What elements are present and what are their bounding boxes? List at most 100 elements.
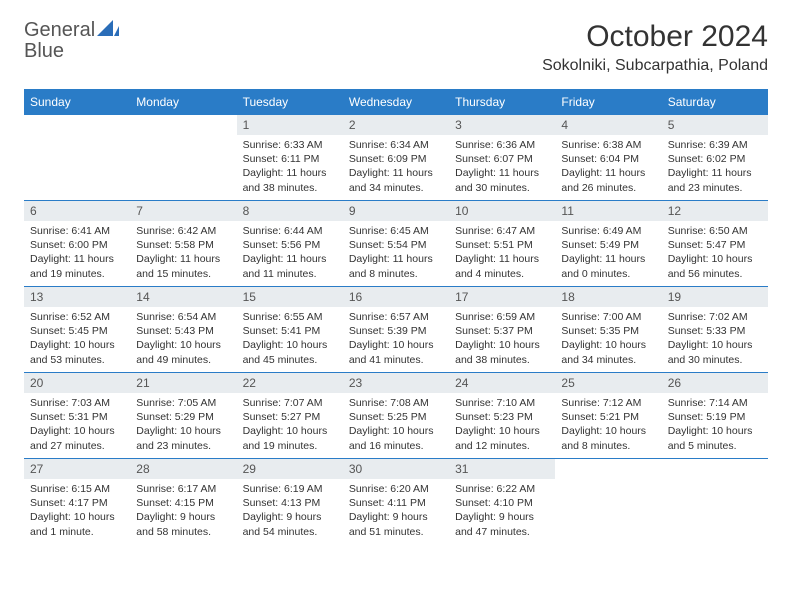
weekday-header: Thursday [449,90,555,115]
weekday-header: Monday [130,90,236,115]
day-number: 24 [449,373,555,393]
day-details: Sunrise: 6:52 AMSunset: 5:45 PMDaylight:… [24,307,130,371]
calendar-cell: 26Sunrise: 7:14 AMSunset: 5:19 PMDayligh… [662,373,768,459]
calendar-body: 1Sunrise: 6:33 AMSunset: 6:11 PMDaylight… [24,115,768,545]
day-number: 22 [237,373,343,393]
day-details: Sunrise: 6:38 AMSunset: 6:04 PMDaylight:… [555,135,661,199]
calendar-cell: 17Sunrise: 6:59 AMSunset: 5:37 PMDayligh… [449,287,555,373]
day-details: Sunrise: 6:57 AMSunset: 5:39 PMDaylight:… [343,307,449,371]
calendar-cell: 4Sunrise: 6:38 AMSunset: 6:04 PMDaylight… [555,115,661,201]
day-number: 2 [343,115,449,135]
day-number: 25 [555,373,661,393]
location: Sokolniki, Subcarpathia, Poland [542,57,768,75]
calendar-cell [662,459,768,545]
day-details: Sunrise: 6:41 AMSunset: 6:00 PMDaylight:… [24,221,130,285]
calendar-cell: 22Sunrise: 7:07 AMSunset: 5:27 PMDayligh… [237,373,343,459]
day-number: 30 [343,459,449,479]
weekday-header: Friday [555,90,661,115]
day-number: 27 [24,459,130,479]
logo: General Blue [24,20,119,62]
day-number: 12 [662,201,768,221]
calendar-cell: 8Sunrise: 6:44 AMSunset: 5:56 PMDaylight… [237,201,343,287]
day-details: Sunrise: 6:49 AMSunset: 5:49 PMDaylight:… [555,221,661,285]
day-details: Sunrise: 6:45 AMSunset: 5:54 PMDaylight:… [343,221,449,285]
logo-sail-icon [97,20,119,41]
weekday-header: Tuesday [237,90,343,115]
page-title: October 2024 [542,20,768,53]
calendar-cell: 6Sunrise: 6:41 AMSunset: 6:00 PMDaylight… [24,201,130,287]
day-number: 7 [130,201,236,221]
day-number: 1 [237,115,343,135]
day-number: 5 [662,115,768,135]
day-number: 8 [237,201,343,221]
header: General Blue October 2024 Sokolniki, Sub… [24,20,768,75]
weekday-header: Wednesday [343,90,449,115]
day-details: Sunrise: 6:33 AMSunset: 6:11 PMDaylight:… [237,135,343,199]
calendar-cell: 30Sunrise: 6:20 AMSunset: 4:11 PMDayligh… [343,459,449,545]
day-number: 13 [24,287,130,307]
calendar-cell: 20Sunrise: 7:03 AMSunset: 5:31 PMDayligh… [24,373,130,459]
calendar-cell: 27Sunrise: 6:15 AMSunset: 4:17 PMDayligh… [24,459,130,545]
calendar-cell: 12Sunrise: 6:50 AMSunset: 5:47 PMDayligh… [662,201,768,287]
day-details: Sunrise: 7:02 AMSunset: 5:33 PMDaylight:… [662,307,768,371]
calendar-cell: 9Sunrise: 6:45 AMSunset: 5:54 PMDaylight… [343,201,449,287]
calendar-cell: 5Sunrise: 6:39 AMSunset: 6:02 PMDaylight… [662,115,768,201]
calendar-week-row: 6Sunrise: 6:41 AMSunset: 6:00 PMDaylight… [24,201,768,287]
day-number: 14 [130,287,236,307]
weekday-header: Saturday [662,90,768,115]
calendar-cell: 3Sunrise: 6:36 AMSunset: 6:07 PMDaylight… [449,115,555,201]
day-details: Sunrise: 6:42 AMSunset: 5:58 PMDaylight:… [130,221,236,285]
day-details: Sunrise: 6:54 AMSunset: 5:43 PMDaylight:… [130,307,236,371]
day-details: Sunrise: 7:08 AMSunset: 5:25 PMDaylight:… [343,393,449,457]
day-details: Sunrise: 7:00 AMSunset: 5:35 PMDaylight:… [555,307,661,371]
calendar-table: SundayMondayTuesdayWednesdayThursdayFrid… [24,89,768,545]
day-details: Sunrise: 6:34 AMSunset: 6:09 PMDaylight:… [343,135,449,199]
weekday-row: SundayMondayTuesdayWednesdayThursdayFrid… [24,90,768,115]
day-details: Sunrise: 7:03 AMSunset: 5:31 PMDaylight:… [24,393,130,457]
day-details: Sunrise: 6:59 AMSunset: 5:37 PMDaylight:… [449,307,555,371]
calendar-head: SundayMondayTuesdayWednesdayThursdayFrid… [24,90,768,115]
title-block: October 2024 Sokolniki, Subcarpathia, Po… [542,20,768,75]
day-number: 21 [130,373,236,393]
weekday-header: Sunday [24,90,130,115]
calendar-cell: 7Sunrise: 6:42 AMSunset: 5:58 PMDaylight… [130,201,236,287]
day-details: Sunrise: 7:05 AMSunset: 5:29 PMDaylight:… [130,393,236,457]
day-details: Sunrise: 6:50 AMSunset: 5:47 PMDaylight:… [662,221,768,285]
day-number: 10 [449,201,555,221]
day-number: 28 [130,459,236,479]
day-details: Sunrise: 6:55 AMSunset: 5:41 PMDaylight:… [237,307,343,371]
calendar-cell: 24Sunrise: 7:10 AMSunset: 5:23 PMDayligh… [449,373,555,459]
day-details: Sunrise: 6:20 AMSunset: 4:11 PMDaylight:… [343,479,449,543]
day-number: 4 [555,115,661,135]
day-number: 26 [662,373,768,393]
calendar-cell [24,115,130,201]
calendar-cell: 14Sunrise: 6:54 AMSunset: 5:43 PMDayligh… [130,287,236,373]
calendar-cell: 15Sunrise: 6:55 AMSunset: 5:41 PMDayligh… [237,287,343,373]
calendar-cell: 19Sunrise: 7:02 AMSunset: 5:33 PMDayligh… [662,287,768,373]
calendar-cell: 28Sunrise: 6:17 AMSunset: 4:15 PMDayligh… [130,459,236,545]
day-details: Sunrise: 6:44 AMSunset: 5:56 PMDaylight:… [237,221,343,285]
day-number: 18 [555,287,661,307]
day-number: 3 [449,115,555,135]
logo-word2: Blue [24,40,64,62]
logo-word1: General [24,19,95,41]
calendar-cell: 2Sunrise: 6:34 AMSunset: 6:09 PMDaylight… [343,115,449,201]
calendar-cell: 18Sunrise: 7:00 AMSunset: 5:35 PMDayligh… [555,287,661,373]
calendar-cell: 29Sunrise: 6:19 AMSunset: 4:13 PMDayligh… [237,459,343,545]
day-number: 31 [449,459,555,479]
day-number: 29 [237,459,343,479]
day-number: 17 [449,287,555,307]
day-details: Sunrise: 6:15 AMSunset: 4:17 PMDaylight:… [24,479,130,543]
calendar-cell [130,115,236,201]
day-details: Sunrise: 7:07 AMSunset: 5:27 PMDaylight:… [237,393,343,457]
day-details: Sunrise: 7:10 AMSunset: 5:23 PMDaylight:… [449,393,555,457]
day-details: Sunrise: 6:36 AMSunset: 6:07 PMDaylight:… [449,135,555,199]
calendar-cell: 13Sunrise: 6:52 AMSunset: 5:45 PMDayligh… [24,287,130,373]
calendar-week-row: 13Sunrise: 6:52 AMSunset: 5:45 PMDayligh… [24,287,768,373]
day-number: 23 [343,373,449,393]
day-details: Sunrise: 6:19 AMSunset: 4:13 PMDaylight:… [237,479,343,543]
day-number: 15 [237,287,343,307]
calendar-week-row: 20Sunrise: 7:03 AMSunset: 5:31 PMDayligh… [24,373,768,459]
calendar-cell: 23Sunrise: 7:08 AMSunset: 5:25 PMDayligh… [343,373,449,459]
calendar-cell: 16Sunrise: 6:57 AMSunset: 5:39 PMDayligh… [343,287,449,373]
